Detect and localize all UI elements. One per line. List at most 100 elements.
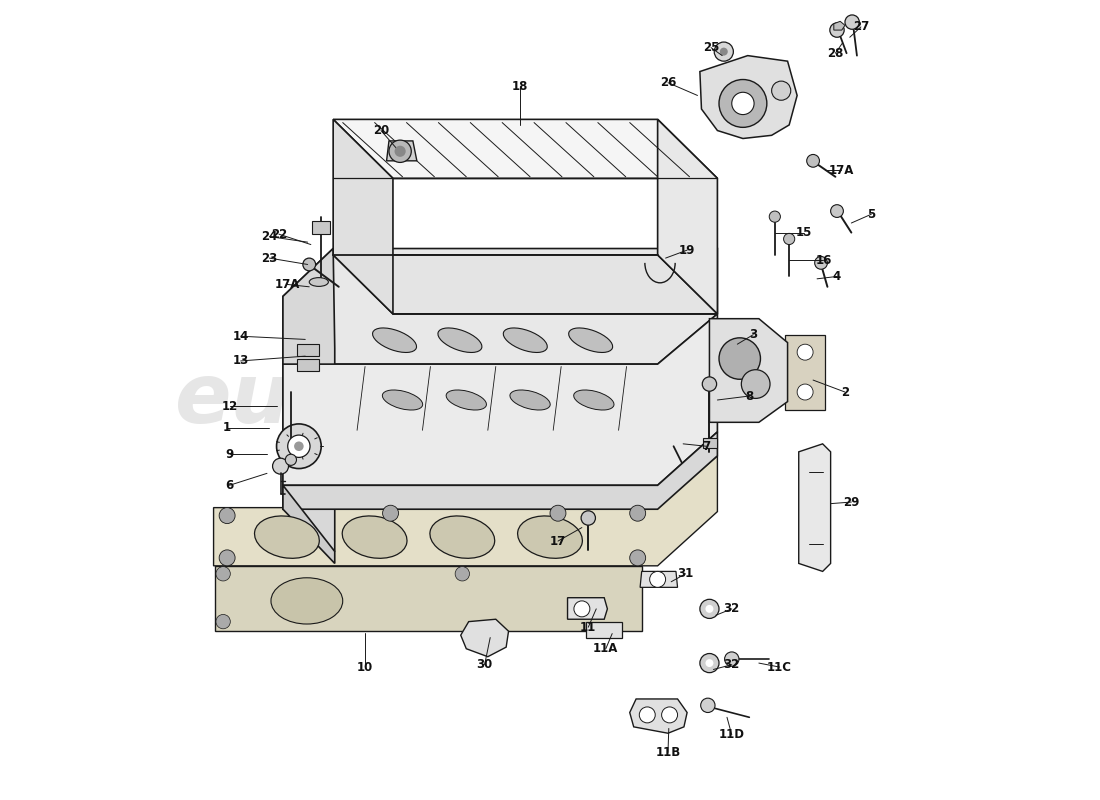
Ellipse shape xyxy=(569,328,613,353)
Circle shape xyxy=(383,506,398,521)
Circle shape xyxy=(815,257,827,270)
Ellipse shape xyxy=(518,516,582,558)
Text: 28: 28 xyxy=(827,46,844,60)
Circle shape xyxy=(629,550,646,566)
Circle shape xyxy=(771,81,791,100)
Circle shape xyxy=(700,654,719,673)
Polygon shape xyxy=(216,566,641,631)
Text: 17A: 17A xyxy=(828,164,854,177)
Circle shape xyxy=(732,92,755,114)
Polygon shape xyxy=(568,598,607,619)
Circle shape xyxy=(639,707,656,723)
Circle shape xyxy=(395,146,406,157)
Text: 17: 17 xyxy=(550,534,566,548)
Text: 2: 2 xyxy=(840,386,849,398)
Text: 22: 22 xyxy=(271,228,287,241)
Text: 8: 8 xyxy=(745,390,754,402)
Text: 16: 16 xyxy=(815,254,832,267)
Text: 19: 19 xyxy=(679,244,695,257)
Text: 11A: 11A xyxy=(593,642,618,655)
Text: 3: 3 xyxy=(749,328,758,341)
Ellipse shape xyxy=(447,390,486,410)
Circle shape xyxy=(702,377,716,391)
Polygon shape xyxy=(461,619,508,657)
Ellipse shape xyxy=(342,516,407,558)
Text: 30: 30 xyxy=(476,658,493,671)
Ellipse shape xyxy=(510,390,550,410)
Text: a part of since 1985: a part of since 1985 xyxy=(306,458,571,485)
Text: 20: 20 xyxy=(373,124,389,137)
Circle shape xyxy=(581,511,595,525)
Text: 25: 25 xyxy=(703,41,719,54)
Polygon shape xyxy=(710,318,788,422)
Polygon shape xyxy=(333,255,717,314)
Circle shape xyxy=(798,384,813,400)
Polygon shape xyxy=(658,119,717,314)
Circle shape xyxy=(574,601,590,617)
Text: 11C: 11C xyxy=(767,661,792,674)
Text: 13: 13 xyxy=(232,354,249,367)
Text: 32: 32 xyxy=(724,658,740,671)
Ellipse shape xyxy=(430,516,495,558)
Circle shape xyxy=(719,48,728,55)
Text: 31: 31 xyxy=(678,567,694,580)
Polygon shape xyxy=(386,141,417,161)
Polygon shape xyxy=(333,119,717,178)
Text: 32: 32 xyxy=(724,602,740,615)
Circle shape xyxy=(650,571,666,587)
Polygon shape xyxy=(312,221,330,234)
Circle shape xyxy=(700,599,719,618)
Polygon shape xyxy=(283,249,717,364)
Circle shape xyxy=(705,659,714,667)
Circle shape xyxy=(285,454,297,466)
Circle shape xyxy=(741,370,770,398)
Polygon shape xyxy=(703,438,717,448)
Circle shape xyxy=(719,79,767,127)
Polygon shape xyxy=(333,119,393,314)
Text: 12: 12 xyxy=(221,400,238,413)
Text: eurospares: eurospares xyxy=(175,359,702,441)
Circle shape xyxy=(389,140,411,162)
Polygon shape xyxy=(834,22,845,30)
Ellipse shape xyxy=(309,278,329,286)
Polygon shape xyxy=(586,622,622,638)
Circle shape xyxy=(216,614,230,629)
Circle shape xyxy=(769,211,780,222)
Circle shape xyxy=(829,23,844,38)
Ellipse shape xyxy=(271,578,343,624)
Polygon shape xyxy=(297,358,319,370)
Circle shape xyxy=(719,338,760,379)
Circle shape xyxy=(830,205,844,218)
Circle shape xyxy=(219,508,235,523)
Circle shape xyxy=(806,154,820,167)
Text: 11: 11 xyxy=(580,621,596,634)
Circle shape xyxy=(216,566,230,581)
Circle shape xyxy=(288,435,310,458)
Ellipse shape xyxy=(383,390,422,410)
Polygon shape xyxy=(785,334,825,410)
Text: 29: 29 xyxy=(844,495,859,509)
Text: 24: 24 xyxy=(261,230,277,243)
Circle shape xyxy=(845,15,859,30)
Text: 23: 23 xyxy=(262,251,277,265)
Text: 10: 10 xyxy=(356,661,373,674)
Text: 18: 18 xyxy=(512,80,528,93)
Text: 11D: 11D xyxy=(718,728,745,742)
Circle shape xyxy=(219,550,235,566)
Text: 9: 9 xyxy=(226,448,233,461)
Text: 27: 27 xyxy=(852,21,869,34)
Circle shape xyxy=(294,442,304,451)
Circle shape xyxy=(661,707,678,723)
Circle shape xyxy=(629,506,646,521)
Text: 14: 14 xyxy=(232,330,249,342)
Text: 7: 7 xyxy=(702,440,711,453)
Polygon shape xyxy=(700,56,798,138)
Polygon shape xyxy=(283,249,334,551)
Circle shape xyxy=(725,652,739,666)
Text: 5: 5 xyxy=(867,208,876,221)
Circle shape xyxy=(273,458,288,474)
Ellipse shape xyxy=(504,328,548,353)
Ellipse shape xyxy=(254,516,319,558)
Circle shape xyxy=(705,605,714,613)
Circle shape xyxy=(783,234,794,245)
